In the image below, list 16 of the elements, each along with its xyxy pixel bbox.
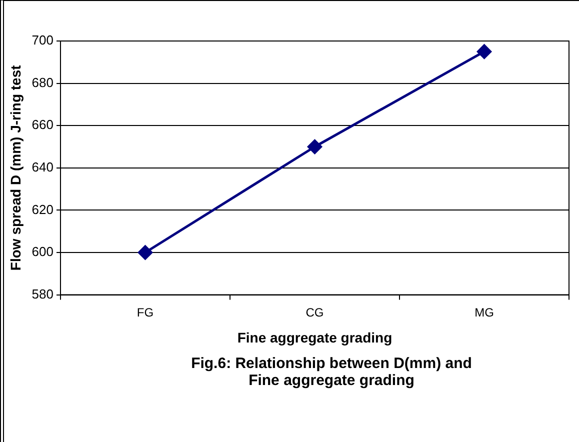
point: [138, 245, 152, 260]
x-tick-label: MG: [474, 305, 494, 320]
x-axis-title: Fine aggregate grading: [237, 329, 392, 346]
y-tick-label: 580: [32, 286, 54, 302]
y-tick-label: 660: [32, 117, 54, 132]
caption: Fig.6: Relationship between D(mm) and Fine aggregate grading: [190, 355, 473, 389]
y-tick-label: 680: [32, 74, 54, 90]
y-tick-label: 700: [32, 32, 54, 48]
x-tick-label: CG: [306, 305, 324, 320]
y-tick-label: 640: [32, 159, 54, 174]
x-tick-label: FG: [136, 305, 154, 320]
y-tick-label: 620: [32, 202, 54, 217]
point: [477, 44, 492, 59]
point: [307, 140, 322, 154]
y-tick-label: 600: [32, 244, 54, 260]
y-axis-title: Flow spread D (mm) J-ring test: [7, 64, 24, 271]
